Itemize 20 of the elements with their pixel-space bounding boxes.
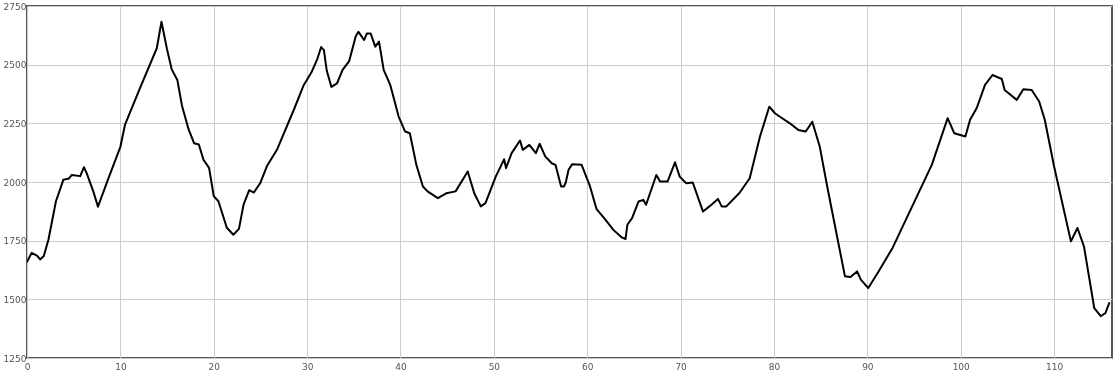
x-tick-label: 60: [582, 361, 594, 372]
y-tick-label: 1250: [3, 353, 27, 364]
y-tick-label: 2250: [3, 118, 27, 129]
x-tick-label: 50: [488, 361, 501, 372]
line-series: [27, 20, 1111, 318]
x-tick-label: 40: [395, 361, 407, 372]
y-tick-label: 2500: [3, 60, 27, 71]
y-tick-label: 2750: [3, 1, 27, 12]
x-tick-label: 100: [952, 361, 971, 372]
x-tick-label: 30: [301, 361, 314, 372]
y-tick-label: 1750: [3, 236, 27, 247]
x-tick-label: 70: [675, 361, 688, 372]
x-tick-label: 20: [208, 361, 221, 372]
x-tick-label: 80: [768, 361, 781, 372]
x-tick-label: 0: [24, 361, 31, 372]
x-tick-label: 90: [862, 361, 874, 372]
x-tick-label: 10: [115, 361, 127, 372]
x-tick-label: 110: [1046, 361, 1064, 372]
y-tick-label: 1500: [3, 294, 27, 305]
y-tick-label: 2000: [3, 177, 27, 188]
